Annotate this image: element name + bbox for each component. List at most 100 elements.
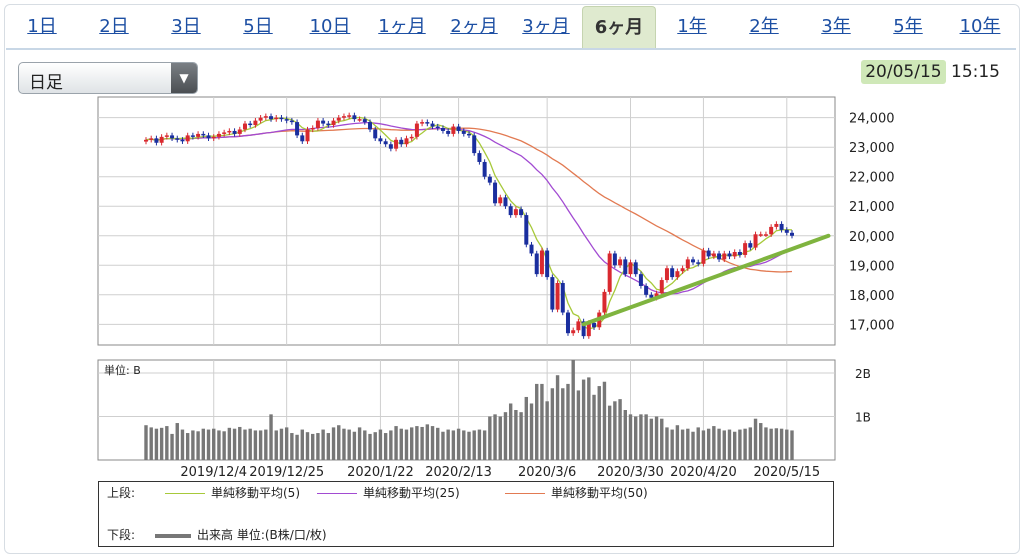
volume-bar (295, 434, 299, 460)
volume-bar (503, 412, 508, 460)
volume-bar (389, 430, 393, 460)
candle-body (404, 138, 409, 145)
tab-13[interactable]: 10年 (959, 16, 1001, 37)
candle-body (258, 117, 263, 121)
volume-bar (696, 427, 700, 460)
candle-body (664, 268, 669, 281)
legend-ma50: 単純移動平均(50) (505, 484, 648, 502)
candle-body (769, 226, 774, 235)
volume-bar (321, 429, 325, 460)
volume-bar (165, 426, 169, 460)
volume-bar (686, 428, 690, 460)
volume-bar (555, 375, 560, 460)
volume-bar (738, 429, 742, 460)
volume-bar (175, 423, 179, 460)
volume-bar (191, 430, 195, 460)
candle-body (659, 280, 664, 294)
volume-bar (420, 426, 424, 460)
candle-body (201, 133, 206, 136)
tab-12[interactable]: 5年 (893, 16, 923, 37)
x-tick-label: 2020/5/15 (753, 465, 820, 480)
candle-body (581, 321, 586, 337)
timestamp: 20/05/15 15:15 (861, 60, 1000, 84)
y-tick-label: 22,000 (849, 171, 895, 186)
candle-body (248, 123, 253, 126)
candle-body (357, 119, 362, 121)
volume-bar (180, 429, 185, 460)
candle-body (242, 123, 247, 130)
chevron-down-icon[interactable]: ▼ (171, 63, 197, 93)
timestamp-date: 20/05/15 (861, 60, 946, 84)
volume-bar (238, 426, 242, 460)
tab-5[interactable]: 1ヶ月 (378, 16, 426, 37)
volume-bar (212, 428, 216, 460)
legend-volume: 出来高 単位:(B株/口/枚) (155, 526, 327, 544)
volume-bar (774, 428, 779, 460)
volume-bar (706, 428, 711, 460)
tab-7[interactable]: 3ヶ月 (522, 16, 570, 37)
volume-bar (227, 427, 232, 460)
candle-body (190, 135, 195, 137)
candle-body (524, 215, 529, 245)
candle-body (753, 234, 758, 248)
volume-bar (159, 427, 164, 460)
tab-11[interactable]: 3年 (821, 16, 851, 37)
volume-bar (618, 399, 622, 460)
x-tick-label: 2020/1/22 (347, 465, 414, 480)
volume-bar (498, 416, 502, 460)
volume-unit-label: 単位: B (104, 363, 141, 377)
candle-body (784, 229, 789, 233)
candle-body (545, 250, 550, 278)
volume-bar (602, 381, 607, 460)
volume-bar (561, 388, 565, 460)
candle-body (440, 128, 445, 131)
y-tick-label: 20,000 (849, 230, 895, 245)
volume-bar (279, 428, 284, 460)
volume-bar (337, 425, 341, 460)
candle-body (592, 322, 597, 328)
candle-body (555, 283, 560, 310)
volume-bar (149, 427, 153, 460)
volume-bar (753, 418, 758, 460)
candle-body (493, 182, 498, 204)
candle-body (519, 209, 524, 216)
select-value: 日足 (29, 73, 63, 93)
candle-body (503, 197, 508, 207)
tab-9[interactable]: 1年 (677, 16, 707, 37)
tab-6[interactable]: 2ヶ月 (450, 16, 498, 37)
tab-1[interactable]: 2日 (99, 16, 129, 37)
candle-body (675, 271, 680, 278)
candle-body (680, 268, 685, 272)
candle-body (399, 139, 404, 145)
tab-4[interactable]: 10日 (309, 16, 351, 37)
volume-bar (284, 427, 289, 460)
ma5-swatch (165, 493, 205, 494)
candle-body (279, 117, 284, 120)
volume-bar (654, 416, 659, 460)
tab-0[interactable]: 1日 (27, 16, 57, 37)
volume-bar (639, 414, 643, 460)
chart-period-select[interactable]: 日足 ▼ (18, 62, 198, 94)
candle-body (498, 197, 503, 204)
candle-body (779, 223, 784, 230)
volume-bar (790, 430, 794, 460)
volume-bar (243, 429, 247, 460)
volume-bar (430, 426, 435, 460)
tab-10[interactable]: 2年 (749, 16, 779, 37)
volume-bar (743, 428, 747, 460)
legend-ma5-label: 単純移動平均(5) (211, 486, 300, 500)
volume-bar (196, 431, 200, 460)
candle-body (722, 253, 727, 260)
candle-body (159, 136, 164, 143)
volume-bar (680, 429, 685, 460)
volume-bar (628, 414, 633, 460)
tab-3[interactable]: 5日 (243, 16, 273, 37)
candle-body (206, 135, 211, 139)
candle-body (175, 138, 180, 140)
tab-2[interactable]: 3日 (171, 16, 201, 37)
volume-bar (170, 433, 174, 460)
candle-body (701, 250, 706, 264)
candle-body (513, 209, 518, 216)
tab-8[interactable]: 6ヶ月 (582, 6, 656, 48)
candle-body (571, 330, 576, 334)
